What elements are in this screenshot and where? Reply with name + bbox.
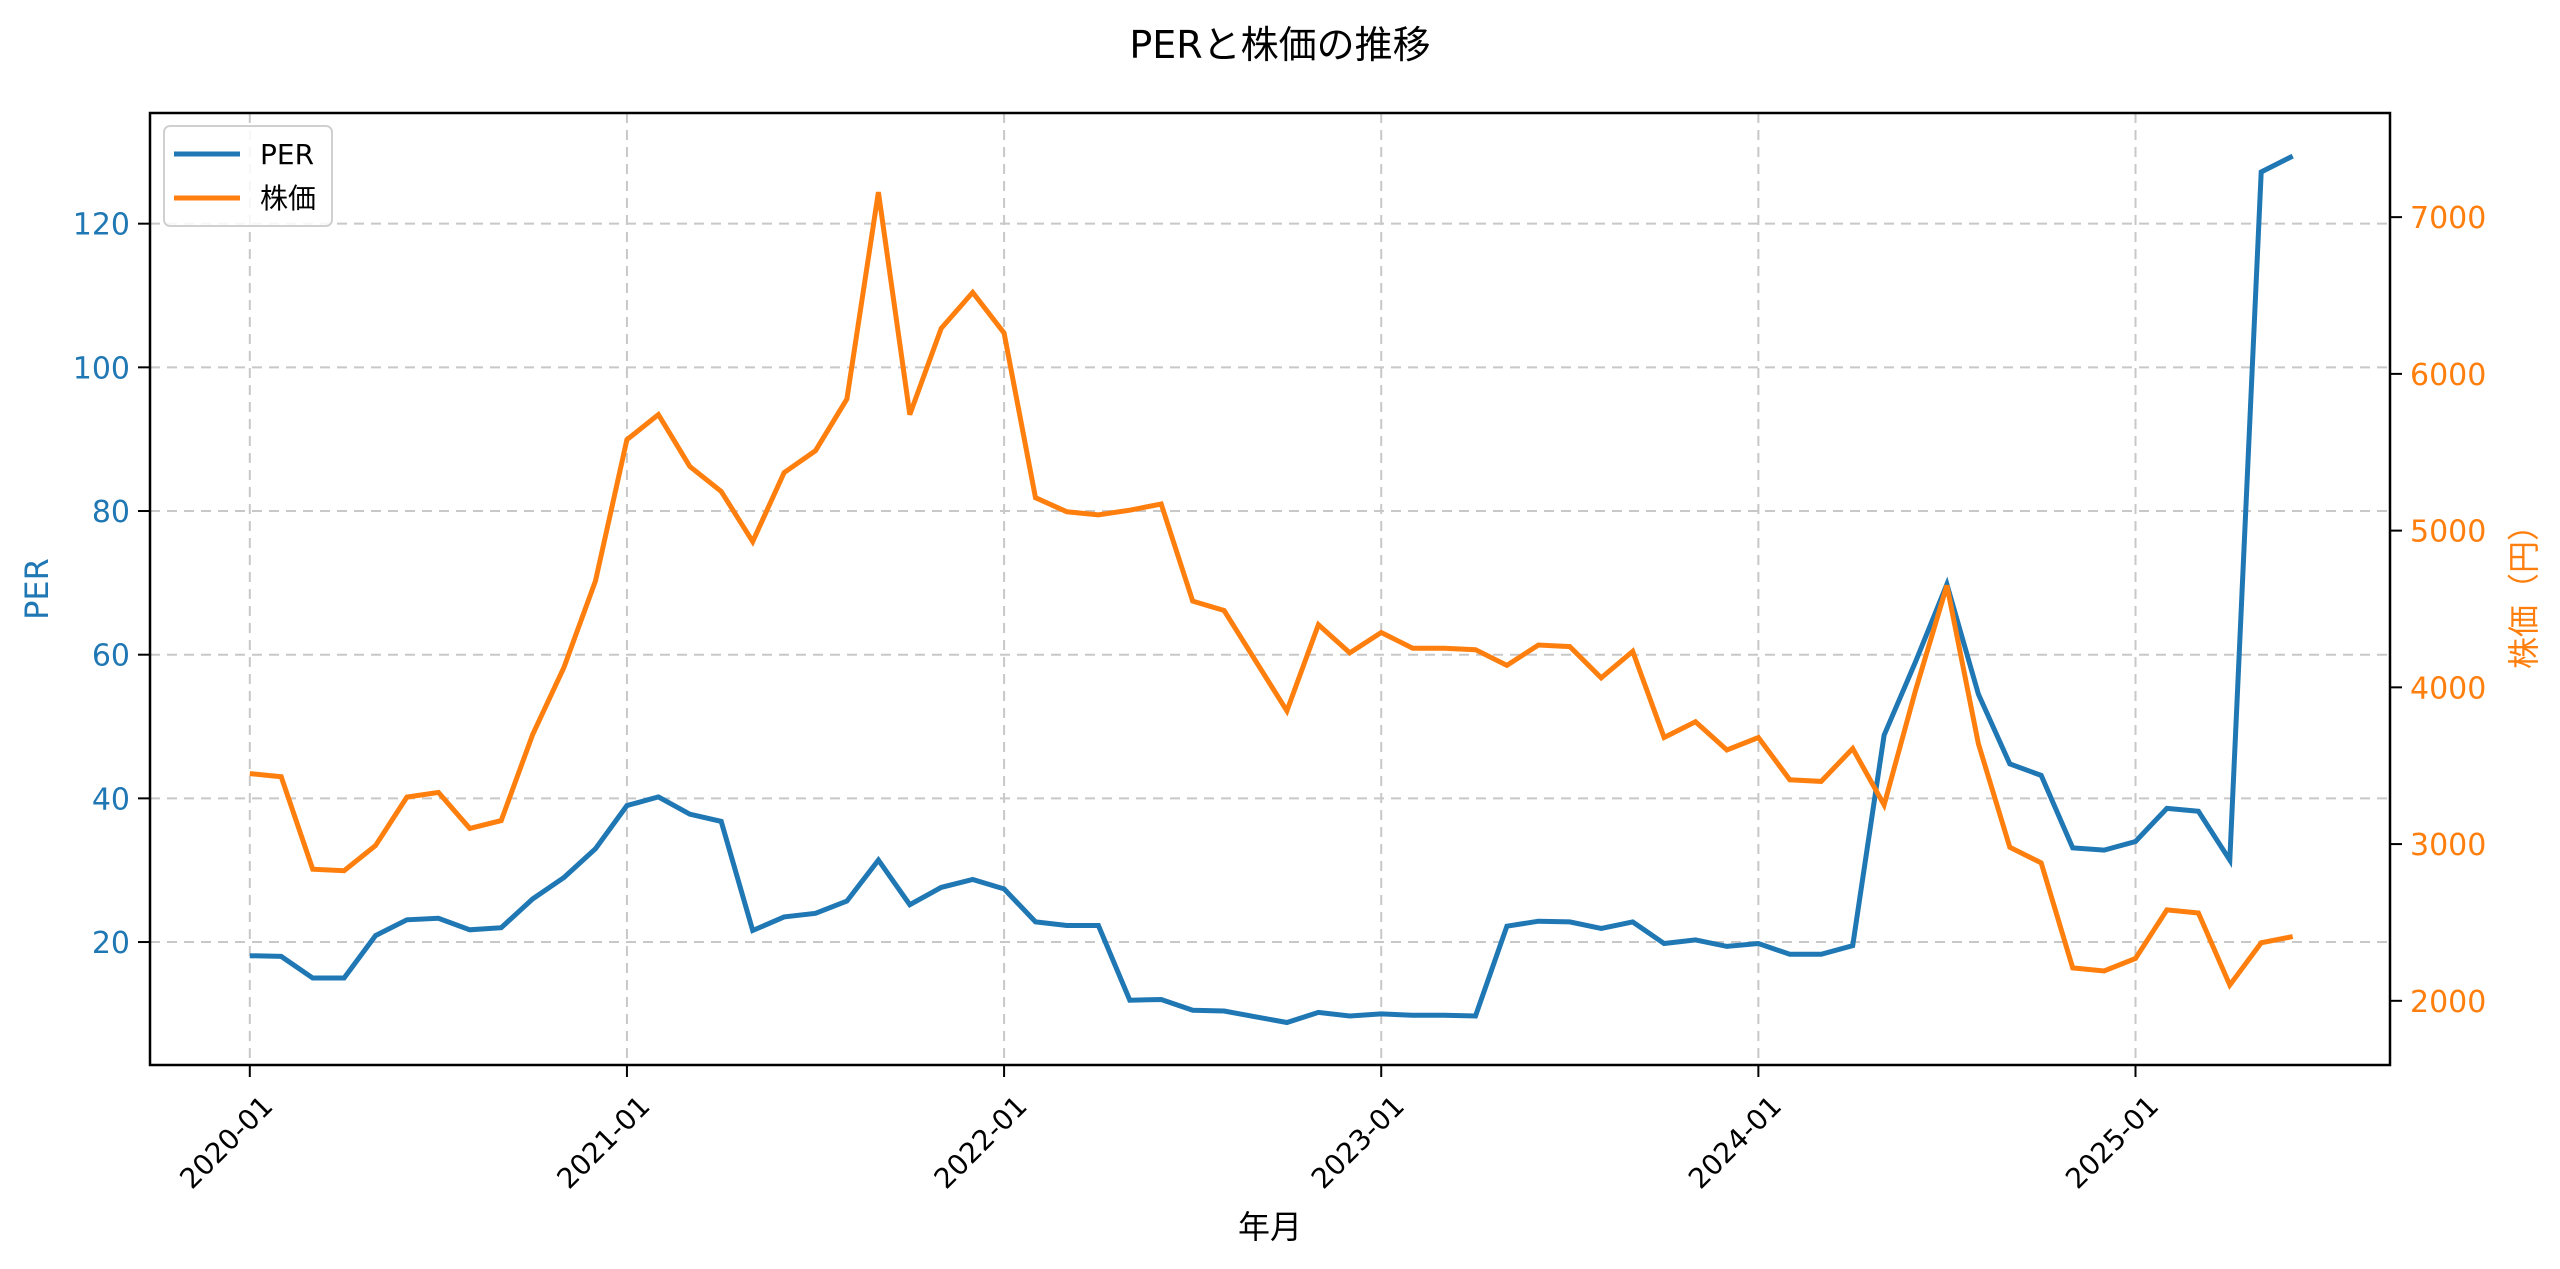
y-left-tick-label: 20: [92, 926, 130, 961]
x-tick-label: 2021-01: [551, 1089, 657, 1195]
svg-text:2023-01: 2023-01: [1305, 1089, 1411, 1195]
y-left-tick-label: 100: [73, 351, 130, 386]
svg-text:2025-01: 2025-01: [2059, 1089, 2165, 1195]
legend-box: [163, 125, 333, 227]
svg-text:2021-01: 2021-01: [551, 1089, 657, 1195]
y-left-label: PER: [18, 558, 56, 620]
y-left-tick-label: 40: [92, 782, 130, 817]
y-left-tick-label: 120: [73, 208, 130, 243]
series-per-line: [249, 153, 2294, 1026]
svg-text:2022-01: 2022-01: [928, 1089, 1034, 1195]
chart-title: PERと株価の推移: [1129, 23, 1431, 67]
y-left-tick-label: 80: [92, 495, 130, 530]
y-right-tick-label: 4000: [2410, 671, 2486, 706]
x-tick-label: 2022-01: [928, 1089, 1034, 1195]
grid: [150, 113, 2390, 1065]
series-price-line: [249, 191, 2294, 991]
x-tick-label: 2023-01: [1305, 1089, 1411, 1195]
x-tick-label: 2024-01: [1682, 1089, 1788, 1195]
svg-text:2024-01: 2024-01: [1682, 1089, 1788, 1195]
plot-frame: [148, 111, 2392, 1067]
legend-label: PER: [260, 138, 314, 171]
x-tick-label: 2020-01: [173, 1089, 279, 1195]
y-right-tick-label: 6000: [2410, 358, 2486, 393]
y-right-label: 株価（円）: [2505, 509, 2543, 669]
y-right-tick-label: 3000: [2410, 828, 2486, 863]
y-right-tick-label: 2000: [2410, 985, 2486, 1020]
svg-text:2020-01: 2020-01: [173, 1089, 279, 1195]
y-right-tick-label: 5000: [2410, 515, 2486, 550]
y-right-tick-label: 7000: [2410, 201, 2486, 236]
x-tick-label: 2025-01: [2059, 1089, 2165, 1195]
legend: PER 株価: [163, 125, 333, 227]
axes: 2020-01 2021-01 2022-01 2023-01 2024-01 2025-…: [18, 201, 2543, 1246]
legend-label: 株価: [260, 182, 316, 215]
x-label: 年月: [1238, 1208, 1302, 1246]
y-left-tick-label: 60: [92, 639, 130, 674]
series-lines: [249, 153, 2294, 1026]
